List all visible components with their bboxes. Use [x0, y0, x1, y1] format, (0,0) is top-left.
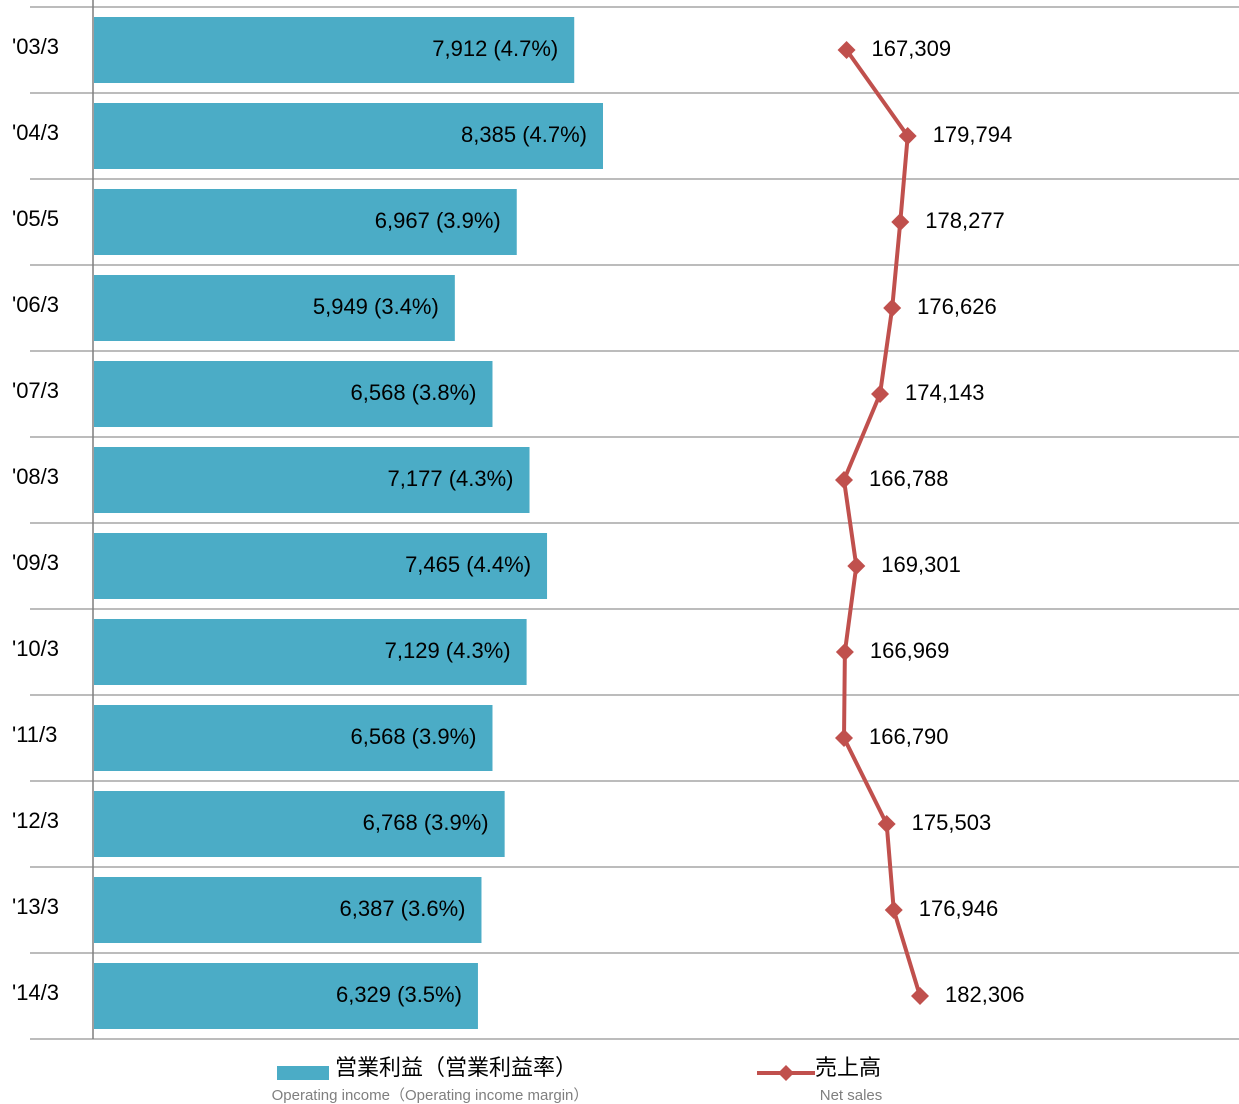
- bar-label: 6,568 (3.9%): [351, 724, 477, 749]
- y-tick-label: '03/3: [12, 34, 59, 59]
- bar: [94, 189, 517, 255]
- bar: [94, 791, 505, 857]
- line: [841, 48, 922, 997]
- bar: [94, 361, 493, 427]
- point-label: 176,626: [917, 294, 997, 319]
- y-tick-label: '13/3: [12, 894, 59, 919]
- line-marker: [883, 299, 902, 317]
- y-tick-label: '08/3: [12, 464, 59, 489]
- y-tick-label: '04/3: [12, 120, 59, 145]
- legend-label: 売上高: [815, 1055, 881, 1080]
- bar-label: 7,177 (4.3%): [388, 466, 514, 491]
- line-marker: [877, 815, 896, 833]
- line-marker: [835, 471, 853, 489]
- point-label: 166,969: [870, 638, 950, 663]
- bar: [94, 17, 575, 83]
- legend-marker: [778, 1065, 794, 1081]
- bar: [94, 103, 603, 169]
- point-label: 182,306: [945, 982, 1025, 1007]
- point-label: 175,503: [912, 810, 992, 835]
- line-marker: [911, 987, 929, 1005]
- bar: [94, 877, 482, 943]
- legend-swatch: [277, 1066, 329, 1080]
- point-label: 166,788: [869, 466, 949, 491]
- bar: [94, 533, 548, 599]
- point-label: 167,309: [872, 36, 952, 61]
- bar-label: 7,912 (4.7%): [432, 36, 558, 61]
- bar: [94, 447, 530, 513]
- bar: [94, 275, 455, 341]
- bar: [94, 705, 493, 771]
- y-tick-label: '09/3: [12, 550, 59, 575]
- y-tick-label: '06/3: [12, 292, 59, 317]
- y-tick-label: '05/5: [12, 206, 59, 231]
- legend-sublabel: Operating income（Operating income margin…: [272, 1087, 589, 1104]
- legend-sublabel: Net sales: [820, 1087, 883, 1104]
- bar-label: 6,568 (3.8%): [351, 380, 477, 405]
- point-label: 174,143: [905, 380, 985, 405]
- bar: [94, 619, 527, 685]
- bar-label: 6,329 (3.5%): [336, 982, 462, 1007]
- line-marker: [884, 901, 903, 919]
- point-label: 178,277: [925, 208, 1005, 233]
- point-label: 169,301: [881, 552, 961, 577]
- bar-label: 6,387 (3.6%): [340, 896, 466, 921]
- bar-label: 5,949 (3.4%): [313, 294, 439, 319]
- bar: [94, 963, 478, 1029]
- y-tick-label: '12/3: [12, 808, 59, 833]
- line-marker: [837, 41, 856, 59]
- bar-label: 8,385 (4.7%): [461, 122, 587, 147]
- point-label: 166,790: [869, 724, 949, 749]
- y-tick-label: '10/3: [12, 636, 59, 661]
- line-marker: [891, 213, 910, 231]
- bar-label: 7,465 (4.4%): [405, 552, 531, 577]
- point-label: 179,794: [933, 122, 1013, 147]
- line-marker: [847, 557, 866, 575]
- line-marker: [898, 127, 917, 145]
- y-tick-label: '07/3: [12, 378, 59, 403]
- line-marker: [835, 729, 854, 747]
- line-marker: [835, 643, 854, 661]
- bar-label: 6,768 (3.9%): [363, 810, 489, 835]
- legend-label: 営業利益（営業利益率）: [335, 1055, 577, 1080]
- point-label: 176,946: [919, 896, 999, 921]
- bar-label: 7,129 (4.3%): [385, 638, 511, 663]
- y-tick-label: '11/3: [12, 722, 57, 747]
- y-tick-label: '14/3: [12, 980, 59, 1005]
- bar-label: 6,967 (3.9%): [375, 208, 501, 233]
- line-marker: [871, 385, 890, 403]
